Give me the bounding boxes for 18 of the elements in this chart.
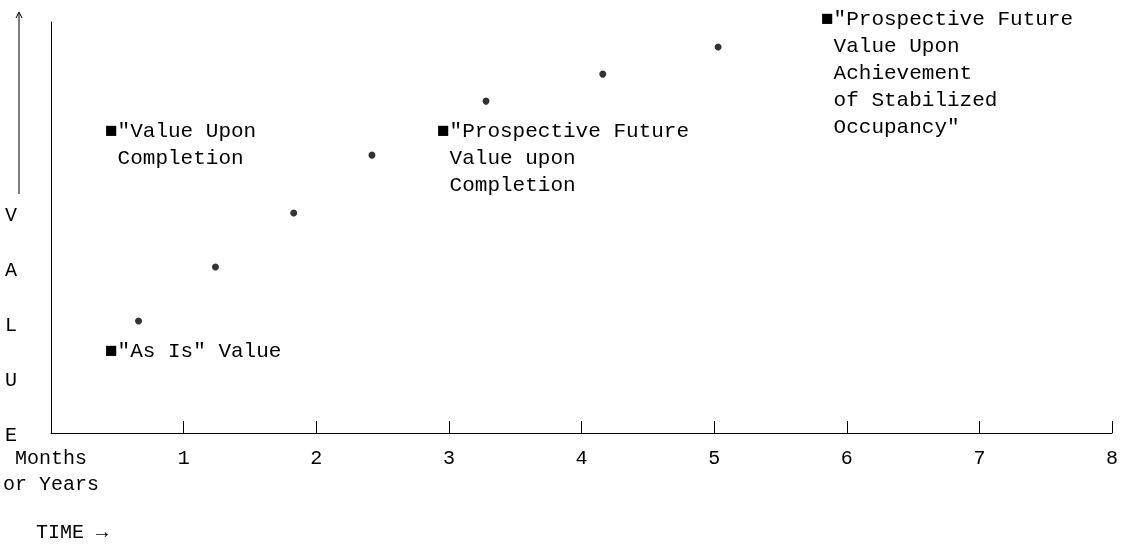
x-tick-label: 3 [442,446,455,470]
point [211,263,219,271]
x-tick-label: 5 [708,446,721,470]
annotation: ■"Value Upon Completion [105,120,257,170]
point [135,317,143,325]
annotation: ■"As Is" Value [105,340,282,363]
annotation: ■"Prospective Future Value Upon Achievement of Stabilized Occupancy" [821,8,1074,139]
x-tick-label: Months or Years [3,446,100,496]
x-tick-label: 2 [310,446,323,470]
x-tick-label: 4 [575,446,588,470]
x-tick-label: 6 [840,446,853,470]
point [599,70,607,78]
x-tick-label: 8 [1105,446,1119,470]
annotation: ■"Prospective Future Value upon Completion [437,120,690,197]
x-tick-label: 7 [973,446,986,470]
x-axis-title: TIME → [36,520,109,544]
x-tick-label: 1 [177,446,190,470]
point [290,209,298,217]
